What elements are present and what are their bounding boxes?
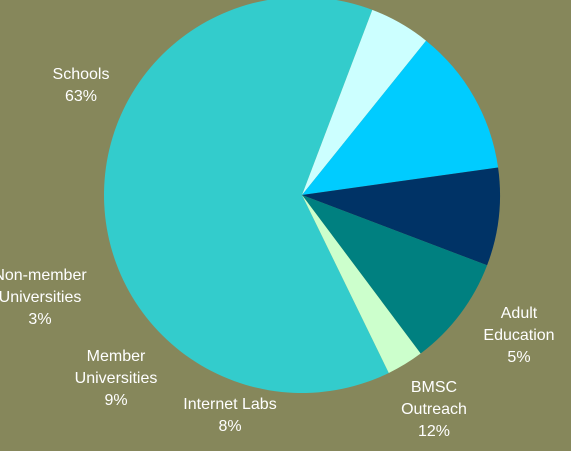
pie-slice-schools bbox=[104, 0, 389, 393]
slice-label-internet-labs-pct: 8% bbox=[218, 418, 242, 435]
slice-label-member-universities-name-2: Universities bbox=[74, 370, 158, 387]
slice-label-internet-labs-name: Internet Labs bbox=[183, 396, 277, 413]
slice-label-non-member-universities-name-2: Universities bbox=[0, 289, 82, 306]
slice-label-adult-education-name-1: Adult bbox=[500, 305, 538, 322]
slice-label-internet-labs: Internet Labs 8% bbox=[183, 394, 276, 438]
slice-label-member-universities-pct: 9% bbox=[104, 392, 128, 409]
slice-label-schools-name: Schools bbox=[52, 66, 110, 83]
pie-slice-adult-education bbox=[302, 9, 427, 196]
slice-label-adult-education: Adult Education 5% bbox=[483, 303, 554, 369]
pie-slice-bmsc-outreach bbox=[302, 40, 499, 195]
slice-label-bmsc-outreach-name-1: BMSC bbox=[410, 379, 458, 396]
slice-label-non-member-universities-pct: 3% bbox=[28, 311, 52, 328]
slice-label-schools-pct: 63% bbox=[64, 88, 98, 105]
slice-label-bmsc-outreach: BMSC Outreach 12% bbox=[401, 377, 467, 443]
pie-slice-member-universities bbox=[302, 195, 488, 354]
slice-label-adult-education-name-2: Education bbox=[483, 327, 555, 344]
slice-label-schools: Schools 63% bbox=[53, 64, 110, 108]
slice-label-adult-education-pct: 5% bbox=[507, 349, 531, 366]
pie-slice-internet-labs bbox=[302, 167, 500, 266]
slice-label-member-universities-name-1: Member bbox=[86, 348, 146, 365]
slice-label-bmsc-outreach-name-2: Outreach bbox=[401, 401, 467, 418]
slice-label-non-member-universities: Non-member Universities 3% bbox=[0, 265, 87, 331]
slice-label-member-universities: Member Universities 9% bbox=[75, 346, 158, 412]
slice-label-bmsc-outreach-pct: 12% bbox=[417, 423, 451, 440]
pie-slice-non-member-universities bbox=[302, 195, 421, 373]
slice-label-non-member-universities-name-1: Non-member bbox=[0, 267, 87, 284]
